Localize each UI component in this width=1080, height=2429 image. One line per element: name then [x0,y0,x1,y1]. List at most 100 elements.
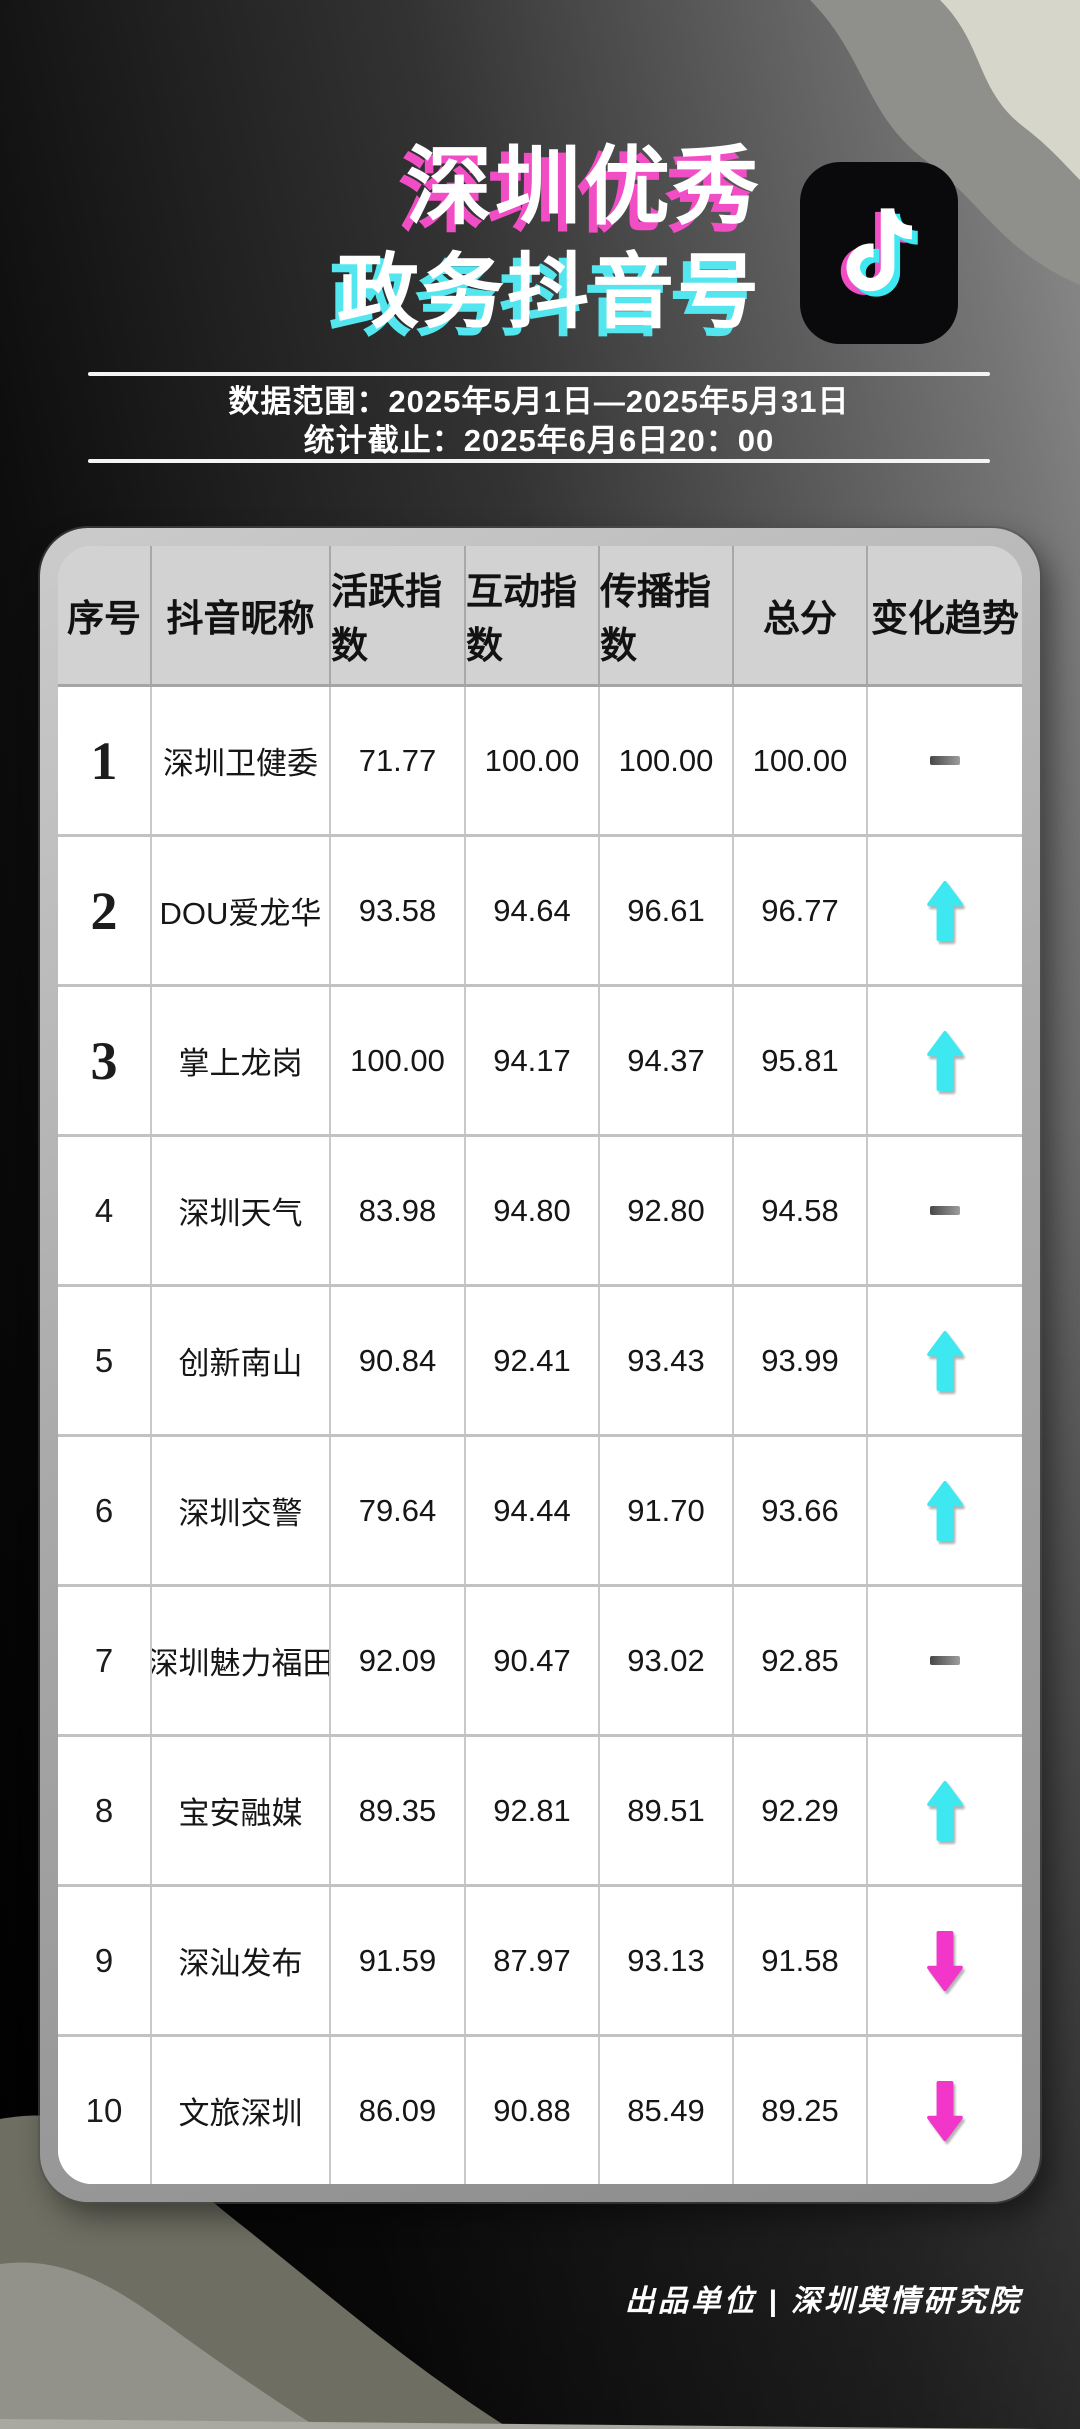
interact-index-cell: 87.97 [466,1887,600,2034]
interact-index-cell: 92.41 [466,1287,600,1434]
rank-cell: 8 [58,1737,152,1884]
account-name-cell: 深圳卫健委 [152,687,331,834]
trend-cell [868,837,1022,984]
table-row: 4 深圳天气 83.98 94.80 92.80 94.58 [58,1137,1022,1287]
column-header-nickname: 抖音昵称 [152,546,331,684]
interact-index-cell: 94.64 [466,837,600,984]
spread-index-cell: 94.37 [600,987,734,1134]
total-score-cell: 95.81 [734,987,868,1134]
total-score-cell: 91.58 [734,1887,868,2034]
active-index-cell: 90.84 [331,1287,466,1434]
music-note-icon [840,208,918,297]
account-name-cell: 创新南山 [152,1287,331,1434]
active-index-cell: 100.00 [331,987,466,1134]
column-header-trend: 变化趋势 [871,599,1019,640]
up-arrow-icon [927,1030,963,1091]
active-index-cell: 83.98 [331,1137,466,1284]
spread-index-cell: 92.80 [600,1137,734,1284]
rank-cell: 2 [58,837,152,984]
trend-cell [868,687,1022,834]
table-row: 3 掌上龙岗 100.00 94.17 94.37 95.81 [58,987,1022,1137]
column-header-total: 总分 [734,546,868,684]
spread-index-cell: 89.51 [600,1737,734,1884]
trend-cell [868,1887,1022,2034]
account-name-cell: 掌上龙岗 [152,987,331,1134]
total-score-cell: 93.99 [734,1287,868,1434]
footer-credit: 出品单位 | 深圳舆情研究院 [624,2285,1022,2318]
rank-cell: 6 [58,1437,152,1584]
title-line1: 深圳优秀 [406,139,762,235]
divider-top [88,372,990,376]
ranking-table: 序号 抖音昵称 活跃指数 互动指数 传播指数 总分 变化趋势 1 深圳卫健委 7… [58,546,1022,2184]
total-score-cell: 92.29 [734,1737,868,1884]
up-arrow-icon [927,1330,963,1391]
interact-index-cell: 94.80 [466,1137,600,1284]
interact-index-cell: 90.47 [466,1587,600,1734]
account-name-cell: 深汕发布 [152,1887,331,2034]
spread-index-cell: 93.02 [600,1587,734,1734]
rank-cell: 5 [58,1287,152,1434]
rank-cell: 9 [58,1887,152,2034]
interact-index-cell: 94.17 [466,987,600,1134]
up-arrow-icon [927,1780,963,1841]
rank-cell: 7 [58,1587,152,1734]
active-index-cell: 92.09 [331,1587,466,1734]
rank-cell: 10 [58,2037,152,2184]
table-row: 1 深圳卫健委 71.77 100.00 100.00 100.00 [58,687,1022,837]
table-row: 6 深圳交警 79.64 94.44 91.70 93.66 [58,1437,1022,1587]
dash-icon [930,756,960,765]
column-header-rank: 序号 [58,546,152,684]
spread-index-cell: 93.43 [600,1287,734,1434]
active-index-cell: 86.09 [331,2037,466,2184]
total-score-cell: 93.66 [734,1437,868,1584]
spread-index-cell: 96.61 [600,837,734,984]
table-body: 1 深圳卫健委 71.77 100.00 100.00 100.00 2 DOU… [58,687,1022,2184]
table-row: 10 文旅深圳 86.09 90.88 85.49 89.25 [58,2037,1022,2184]
total-score-cell: 96.77 [734,837,868,984]
active-index-cell: 89.35 [331,1737,466,1884]
dash-icon [930,1206,960,1215]
account-name-cell: DOU爱龙华 [152,837,331,984]
spread-index-cell: 93.13 [600,1887,734,2034]
table-row: 7 深圳魅力福田 92.09 90.47 93.02 92.85 [58,1587,1022,1737]
table-row: 2 DOU爱龙华 93.58 94.64 96.61 96.77 [58,837,1022,987]
ranking-card: 序号 抖音昵称 活跃指数 互动指数 传播指数 总分 变化趋势 1 深圳卫健委 7… [40,528,1040,2202]
total-score-cell: 89.25 [734,2037,868,2184]
active-index-cell: 71.77 [331,687,466,834]
account-name-cell: 宝安融媒 [152,1737,331,1884]
column-header-active: 活跃指数 [331,546,466,684]
douyin-logo [800,162,958,344]
down-arrow-icon [927,1930,963,1991]
active-index-cell: 79.64 [331,1437,466,1584]
trend-cell [868,2037,1022,2184]
interact-index-cell: 90.88 [466,2037,600,2184]
active-index-cell: 91.59 [331,1887,466,2034]
trend-cell [868,1137,1022,1284]
interact-index-cell: 94.44 [466,1437,600,1584]
account-name-cell: 深圳交警 [152,1437,331,1584]
date-range-text: 数据范围：2025年5月1日—2025年5月31日 [228,384,850,419]
rank-cell: 3 [58,987,152,1134]
spread-index-cell: 91.70 [600,1437,734,1584]
meta-info: 数据范围：2025年5月1日—2025年5月31日 统计截止：2025年6月6日… [88,382,990,460]
up-arrow-icon [927,880,963,941]
table-row: 8 宝安融媒 89.35 92.81 89.51 92.29 [58,1737,1022,1887]
total-score-cell: 92.85 [734,1587,868,1734]
interact-index-cell: 92.81 [466,1737,600,1884]
dash-icon [930,1656,960,1665]
table-row: 5 创新南山 90.84 92.41 93.43 93.99 [58,1287,1022,1437]
rank-cell: 4 [58,1137,152,1284]
trend-cell [868,1287,1022,1434]
title-line2: 政务抖音号 [336,247,762,338]
total-score-cell: 100.00 [734,687,868,834]
table-row: 9 深汕发布 91.59 87.97 93.13 91.58 [58,1887,1022,2037]
trend-cell [868,1587,1022,1734]
trend-cell [868,1737,1022,1884]
divider-bottom [88,459,990,463]
active-index-cell: 93.58 [331,837,466,984]
rank-cell: 1 [58,687,152,834]
down-arrow-icon [927,2080,963,2141]
trend-cell [868,1437,1022,1584]
column-header-spread: 传播指数 [600,546,734,684]
